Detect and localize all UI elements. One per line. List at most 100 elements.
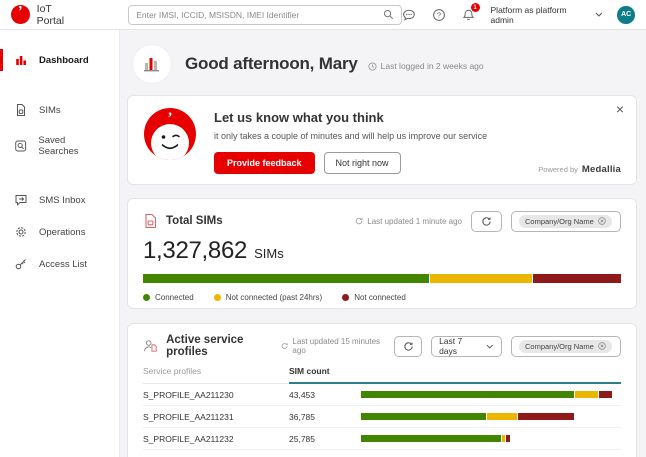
total-sims-card: Total SIMs Last updated 1 minute ago Com… (127, 198, 637, 309)
filter-chip[interactable]: Company/Org Name (519, 215, 612, 228)
refresh-small-icon (355, 217, 363, 225)
help-icon[interactable]: ? (431, 7, 446, 22)
company-org-filter[interactable]: Company/Org Name (511, 211, 621, 232)
profile-bar (361, 435, 510, 442)
feedback-subtitle: it only takes a couple of minutes and wi… (214, 131, 487, 141)
sidebar-label: Saved Searches (38, 135, 105, 157)
table-row: S_PROFILE_AA211233 12,941 (143, 450, 621, 457)
company-org-filter[interactable]: Company/Org Name (511, 336, 621, 357)
last-updated-text: Last updated 1 minute ago (367, 217, 462, 226)
feedback-title: Let us know what you think (214, 110, 487, 125)
legend-item-not-connected-24h: Not connected (past 24hrs) (214, 293, 323, 302)
sidebar-label: SIMs (39, 105, 61, 116)
iot-portal-app: ’ IoT Portal ? 1 Platform as platform ad… (0, 0, 646, 457)
sidebar-item-sims[interactable]: SIMs (0, 94, 119, 126)
active-service-profiles-card: Active service profiles Last updated 15 … (127, 323, 637, 457)
filter-chip[interactable]: Company/Org Name (519, 340, 612, 353)
gear-icon (14, 225, 28, 239)
service-profile-icon (143, 338, 158, 354)
not-right-now-button[interactable]: Not right now (324, 152, 401, 174)
profile-name: S_PROFILE_AA211232 (143, 434, 289, 444)
profile-name: S_PROFILE_AA211230 (143, 390, 289, 400)
profiles-title: Active service profiles (166, 334, 281, 358)
total-sims-count: 1,327,862 (143, 237, 247, 265)
chevron-down-icon (486, 344, 494, 349)
search-input[interactable] (136, 10, 382, 20)
powered-by-text: Powered by (538, 165, 578, 174)
table-row: S_PROFILE_AA211230 43,453 (143, 384, 621, 406)
filter-chip-label: Company/Org Name (525, 342, 594, 351)
sidebar-label: SMS Inbox (39, 195, 85, 206)
account-menu[interactable]: Platform as platform admin (491, 5, 603, 25)
column-header-sim-count: SIM count (289, 366, 621, 384)
greeting-header: Good afternoon, Mary Last logged in 2 we… (127, 41, 637, 85)
search-icon[interactable] (383, 9, 394, 20)
feedback-mascot-icon: ’ (143, 107, 197, 161)
table-row: S_PROFILE_AA211231 36,785 (143, 406, 621, 428)
sidebar-label: Access List (39, 259, 87, 270)
sidebar-label: Dashboard (39, 55, 89, 66)
last-updated-text: Last updated 15 minutes ago (292, 337, 385, 355)
filter-chip-label: Company/Org Name (525, 217, 594, 226)
legend-item-connected: Connected (143, 293, 194, 302)
bar-chart-icon (142, 54, 162, 74)
connectivity-stacked-bar (143, 274, 621, 283)
sidebar-item-access-list[interactable]: Access List (0, 248, 119, 280)
greeting-avatar (133, 45, 171, 83)
last-login-status: Last logged in 2 weeks ago (368, 61, 484, 71)
sidebar: Dashboard SIMs Saved Searches SMS Inbox … (0, 30, 120, 457)
access-list-icon (14, 257, 28, 271)
refresh-button[interactable] (471, 211, 502, 232)
provide-feedback-button[interactable]: Provide feedback (214, 152, 315, 174)
vodafone-logo: ’ (11, 5, 30, 24)
chip-remove-icon[interactable] (598, 217, 606, 225)
chip-remove-icon[interactable] (598, 342, 606, 350)
profile-bar (361, 391, 612, 398)
global-search[interactable] (128, 5, 401, 25)
refresh-icon (481, 216, 492, 227)
svg-text:’: ’ (168, 110, 173, 126)
sidebar-item-operations[interactable]: Operations (0, 216, 119, 248)
bar-segment-not-connected-24h (430, 274, 533, 283)
close-icon[interactable]: × (616, 102, 624, 116)
refresh-button[interactable] (394, 336, 422, 357)
legend-label: Connected (155, 293, 194, 302)
topbar: ’ IoT Portal ? 1 Platform as platform ad… (0, 0, 646, 30)
refresh-small-icon (281, 342, 288, 350)
clock-icon (368, 62, 377, 71)
sidebar-label: Operations (39, 227, 85, 238)
sim-card-icon (143, 213, 158, 229)
feedback-banner: ’ Let us know what you think it only tak… (127, 95, 637, 185)
sim-count-value: 25,785 (289, 434, 361, 444)
sidebar-item-dashboard[interactable]: Dashboard (0, 44, 119, 76)
profiles-last-updated: Last updated 15 minutes ago (281, 337, 385, 355)
profile-bar (361, 413, 574, 420)
period-filter-dropdown[interactable]: Last 7 days (431, 336, 502, 357)
column-header-service-profiles: Service profiles (143, 366, 289, 384)
profile-name: S_PROFILE_AA211231 (143, 412, 289, 422)
medallia-logo: Medallia (582, 164, 621, 175)
legend-label: Not connected (354, 293, 406, 302)
legend-dot-green (143, 294, 150, 301)
sidebar-item-saved-searches[interactable]: Saved Searches (0, 126, 119, 166)
table-row: S_PROFILE_AA211232 25,785 (143, 428, 621, 450)
sim-count-value: 43,453 (289, 390, 361, 400)
svg-text:?: ? (436, 10, 440, 19)
total-sims-unit: SIMs (254, 246, 284, 261)
total-sims-last-updated: Last updated 1 minute ago (355, 217, 462, 226)
total-sims-title: Total SIMs (166, 215, 223, 227)
chat-icon[interactable] (402, 7, 417, 22)
notifications-bell-icon[interactable]: 1 (461, 7, 476, 22)
refresh-icon (403, 341, 414, 352)
saved-search-icon (14, 139, 27, 153)
user-avatar[interactable]: AC (617, 6, 635, 24)
sim-icon (14, 103, 28, 117)
profiles-table-header: Service profiles SIM count (143, 366, 621, 384)
account-menu-label: Platform as platform admin (491, 5, 590, 25)
legend-dot-maroon (342, 294, 349, 301)
legend-dot-yellow (214, 294, 221, 301)
period-filter-value: Last 7 days (439, 336, 480, 356)
sidebar-item-sms-inbox[interactable]: SMS Inbox (0, 184, 119, 216)
app-title: IoT Portal (37, 3, 82, 27)
sim-count-value: 36,785 (289, 412, 361, 422)
